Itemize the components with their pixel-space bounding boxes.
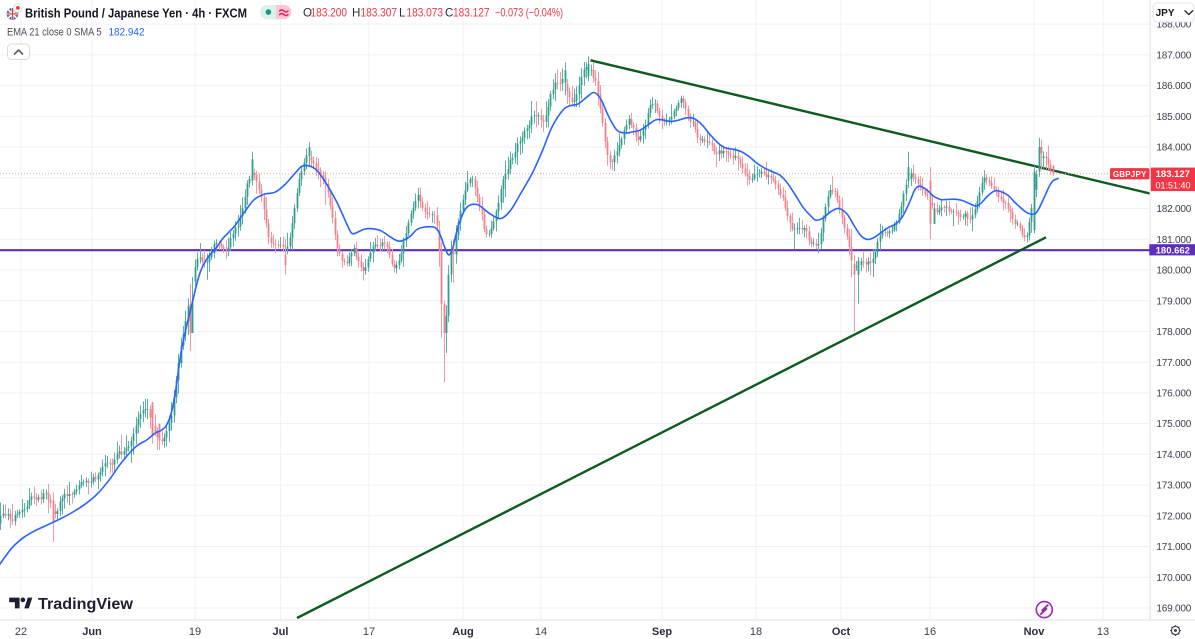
svg-text:172.000: 172.000	[1156, 511, 1191, 522]
svg-text:18: 18	[750, 626, 762, 638]
svg-text:Jul: Jul	[273, 626, 289, 638]
svg-text:183.127: 183.127	[1156, 169, 1190, 180]
svg-text:180.662: 180.662	[1156, 245, 1190, 256]
svg-text:185.000: 185.000	[1156, 112, 1191, 123]
svg-text:183.073: 183.073	[407, 6, 444, 19]
svg-text:EMA 21 close 0 SMA 5: EMA 21 close 0 SMA 5	[7, 26, 102, 38]
svg-text:−0.073 (−0.04%): −0.073 (−0.04%)	[495, 6, 563, 19]
svg-text:180.000: 180.000	[1156, 266, 1191, 277]
svg-text:171.000: 171.000	[1156, 542, 1191, 553]
svg-text:19: 19	[189, 626, 201, 638]
svg-text:183.200: 183.200	[311, 6, 348, 19]
svg-text:01:51:40: 01:51:40	[1155, 180, 1190, 190]
svg-text:13: 13	[1097, 626, 1109, 638]
svg-text:183.307: 183.307	[361, 6, 398, 19]
svg-text:174.000: 174.000	[1156, 450, 1191, 461]
svg-text:Nov: Nov	[1024, 626, 1046, 638]
svg-text:Oct: Oct	[832, 626, 851, 638]
svg-text:183.127: 183.127	[453, 6, 490, 19]
svg-text:178.000: 178.000	[1156, 327, 1191, 338]
svg-text:182.000: 182.000	[1156, 204, 1191, 215]
svg-text:Jun: Jun	[82, 626, 102, 638]
svg-text:Sep: Sep	[652, 626, 672, 638]
svg-text:169.000: 169.000	[1156, 604, 1191, 615]
svg-text:187.000: 187.000	[1156, 51, 1191, 62]
svg-text:L: L	[399, 6, 406, 19]
svg-text:182.942: 182.942	[109, 26, 145, 38]
svg-text:175.000: 175.000	[1156, 419, 1191, 430]
svg-text:170.000: 170.000	[1156, 573, 1191, 584]
svg-text:22: 22	[15, 626, 27, 638]
svg-text:173.000: 173.000	[1156, 481, 1191, 492]
svg-text:JPY: JPY	[1156, 8, 1175, 19]
svg-text:184.000: 184.000	[1156, 143, 1191, 154]
svg-text:179.000: 179.000	[1156, 296, 1191, 307]
svg-text:186.000: 186.000	[1156, 81, 1191, 92]
svg-text:Aug: Aug	[452, 626, 473, 638]
svg-text:H: H	[352, 6, 360, 19]
svg-text:14: 14	[535, 626, 547, 638]
svg-text:O: O	[303, 6, 312, 19]
svg-text:17: 17	[363, 626, 375, 638]
svg-text:176.000: 176.000	[1156, 389, 1191, 400]
svg-text:C: C	[445, 6, 453, 19]
svg-text:TradingView: TradingView	[38, 596, 134, 613]
svg-text:British Pound / Japanese Yen ·: British Pound / Japanese Yen · 4h · FXCM	[25, 5, 247, 20]
svg-text:181.000: 181.000	[1156, 235, 1191, 246]
svg-text:GBPJPY: GBPJPY	[1113, 170, 1147, 179]
svg-text:188.000: 188.000	[1156, 20, 1191, 31]
svg-text:177.000: 177.000	[1156, 358, 1191, 369]
svg-text:16: 16	[924, 626, 936, 638]
